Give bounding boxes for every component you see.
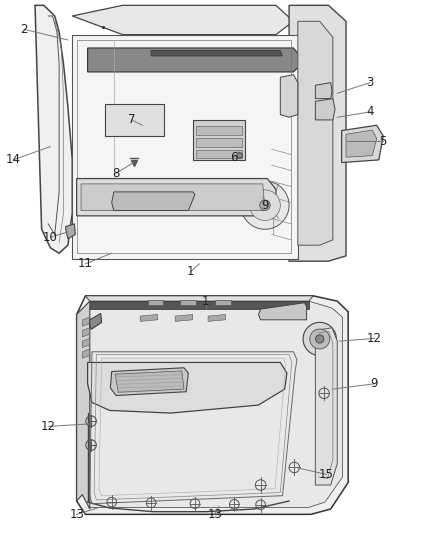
Polygon shape	[315, 99, 335, 120]
Polygon shape	[175, 314, 193, 321]
Text: 2: 2	[20, 23, 28, 36]
Text: 9: 9	[261, 199, 269, 212]
Polygon shape	[148, 300, 163, 305]
Polygon shape	[81, 184, 265, 211]
Circle shape	[303, 322, 336, 356]
Text: 13: 13	[69, 508, 84, 521]
Polygon shape	[196, 150, 242, 158]
Polygon shape	[105, 104, 164, 136]
Polygon shape	[35, 5, 72, 253]
Polygon shape	[110, 368, 188, 395]
Polygon shape	[77, 301, 90, 509]
Polygon shape	[151, 51, 283, 56]
Text: 14: 14	[6, 154, 21, 166]
Polygon shape	[298, 21, 333, 245]
Polygon shape	[112, 192, 195, 211]
Polygon shape	[140, 314, 158, 321]
Polygon shape	[82, 349, 90, 358]
Circle shape	[241, 181, 289, 229]
Polygon shape	[88, 362, 287, 413]
Polygon shape	[77, 179, 276, 216]
Text: 3: 3	[367, 76, 374, 89]
Text: 1: 1	[202, 295, 210, 308]
Polygon shape	[196, 126, 242, 135]
Text: 12: 12	[41, 420, 56, 433]
Polygon shape	[115, 371, 184, 392]
Text: 1: 1	[187, 265, 194, 278]
Polygon shape	[193, 120, 245, 160]
Polygon shape	[280, 75, 298, 117]
Polygon shape	[90, 313, 102, 329]
Text: 10: 10	[43, 231, 58, 244]
Text: 4: 4	[366, 106, 374, 118]
Circle shape	[260, 200, 270, 211]
Circle shape	[315, 335, 324, 343]
Text: 8: 8	[113, 167, 120, 180]
Polygon shape	[315, 328, 337, 485]
Polygon shape	[82, 317, 90, 326]
Polygon shape	[196, 138, 242, 147]
Polygon shape	[346, 130, 377, 157]
Polygon shape	[77, 296, 348, 514]
Polygon shape	[88, 48, 304, 72]
Polygon shape	[215, 300, 231, 305]
Text: 12: 12	[367, 332, 382, 345]
Polygon shape	[180, 300, 196, 305]
Polygon shape	[82, 328, 90, 337]
Polygon shape	[90, 301, 309, 309]
Circle shape	[250, 190, 280, 221]
Text: 13: 13	[207, 508, 222, 521]
Polygon shape	[72, 35, 298, 259]
Text: 9: 9	[371, 377, 378, 390]
Text: 11: 11	[78, 257, 93, 270]
Text: 7: 7	[127, 114, 135, 126]
Polygon shape	[315, 83, 332, 99]
Polygon shape	[82, 338, 90, 348]
Polygon shape	[208, 314, 226, 321]
Polygon shape	[72, 5, 293, 35]
Polygon shape	[258, 303, 307, 320]
Text: 5: 5	[380, 135, 387, 148]
Text: 6: 6	[230, 151, 238, 164]
Polygon shape	[66, 224, 75, 239]
Polygon shape	[85, 296, 313, 301]
Polygon shape	[289, 5, 346, 261]
Polygon shape	[82, 301, 343, 507]
Text: 15: 15	[319, 468, 334, 481]
Polygon shape	[342, 125, 383, 163]
Circle shape	[310, 329, 330, 349]
